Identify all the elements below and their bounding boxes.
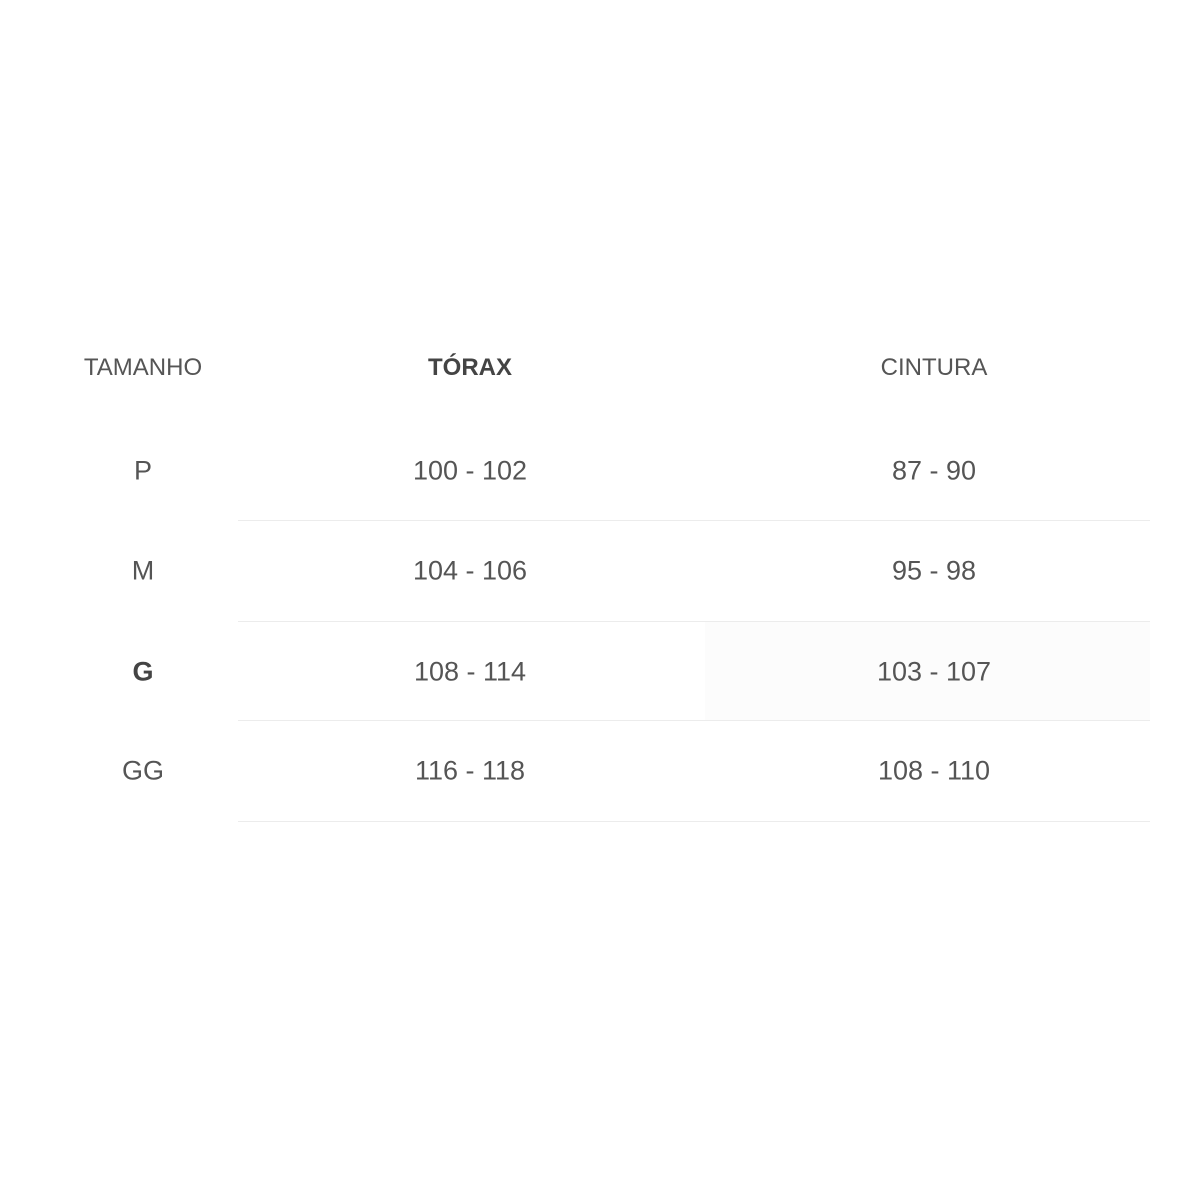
cintura-cell: 87 - 90 [891,455,977,486]
size-cell: M [131,555,155,586]
row-divider [238,821,1150,822]
row-divider [238,621,1150,622]
row-divider [238,720,1150,721]
header-torax: TÓRAX [428,354,512,381]
cintura-cell: 108 - 110 [877,755,991,786]
row-highlight [705,622,1150,720]
size-cell: G [132,656,154,687]
row-divider [238,520,1150,521]
header-tamanho: TAMANHO [83,354,203,381]
torax-cell: 116 - 118 [414,755,526,786]
header-cintura: CINTURA [880,354,988,381]
size-cell: P [133,455,153,486]
cintura-cell: 103 - 107 [876,656,992,687]
cintura-cell: 95 - 98 [891,555,977,586]
size-cell: GG [121,755,165,786]
torax-cell: 104 - 106 [412,555,528,586]
torax-cell: 108 - 114 [413,656,527,687]
torax-cell: 100 - 102 [412,455,528,486]
